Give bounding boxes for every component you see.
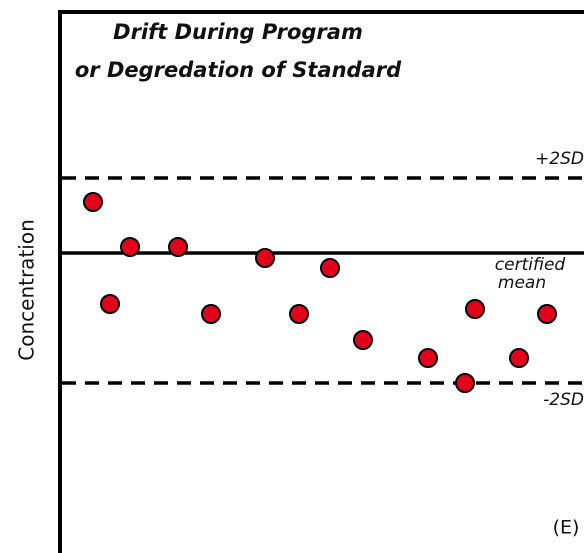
reference-label: +2SD [535,149,584,169]
point [353,330,373,350]
reference-label: -2SD [543,390,584,410]
point [418,348,438,368]
point [320,258,340,278]
chart-subtitle: or Degredation of Standard [75,58,402,82]
point [255,248,275,268]
chart-title: Drift During Program [113,20,363,44]
point [83,192,103,212]
point [465,299,485,319]
point [537,304,557,324]
point [100,294,120,314]
panel-label: (E) [553,517,580,539]
point [455,373,475,393]
reference-label: mean [498,273,546,293]
point [509,348,529,368]
reference-label: certified [495,255,566,275]
point [168,237,188,257]
point [120,237,140,257]
point [289,304,309,324]
y-axis-label: Concentration [15,219,39,360]
point [201,304,221,324]
